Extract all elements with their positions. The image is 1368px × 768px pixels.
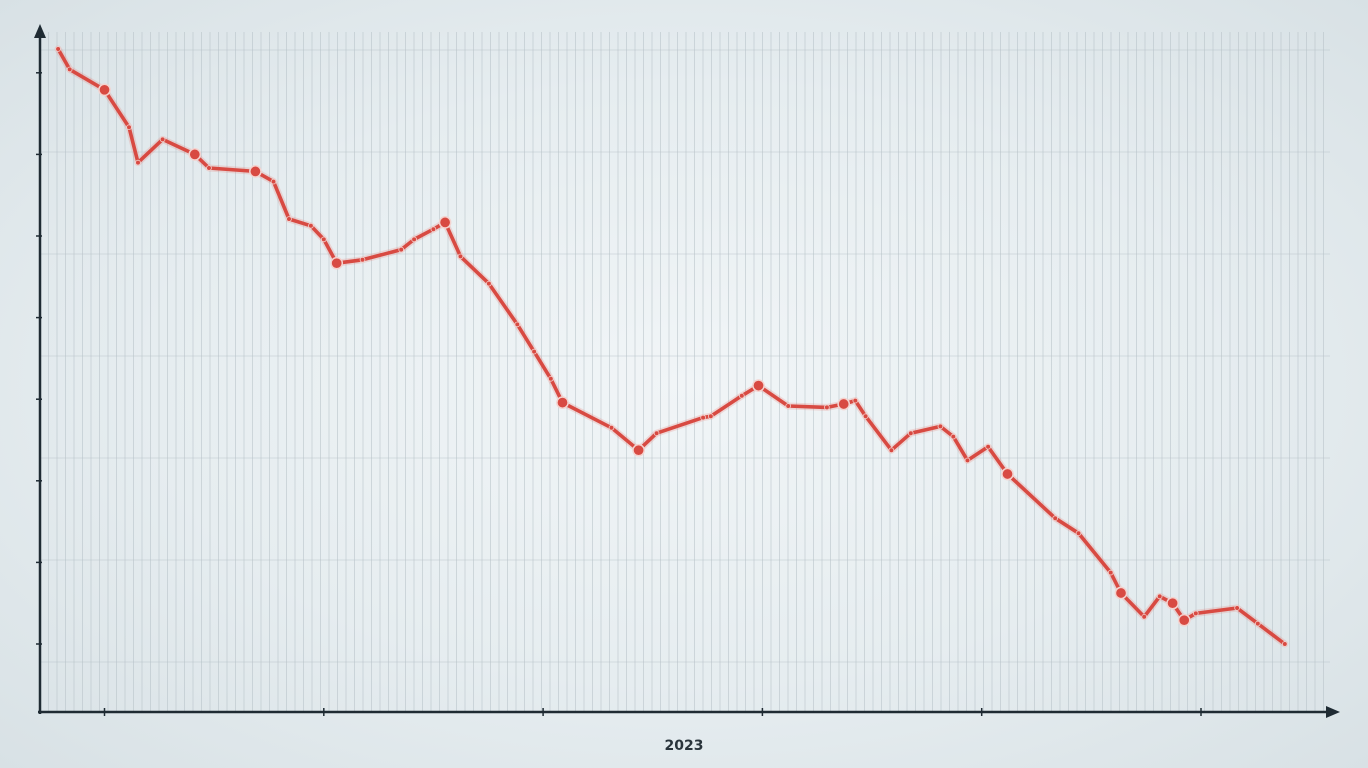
data-point [438, 216, 452, 229]
data-point [98, 83, 111, 97]
data-point [852, 397, 859, 404]
data-point [398, 246, 405, 253]
data-point [249, 165, 262, 178]
data-point [1141, 613, 1147, 620]
data-point [964, 457, 971, 464]
series-layer [54, 45, 1289, 648]
data-point [126, 124, 132, 130]
data-point [752, 379, 765, 392]
data-point [653, 430, 660, 437]
data-point [937, 423, 944, 430]
data-point [55, 46, 61, 52]
series-line [56, 47, 1287, 646]
data-point [556, 396, 569, 409]
data-point [950, 433, 957, 440]
data-point [1234, 605, 1240, 611]
data-point [359, 256, 366, 263]
data-point [206, 165, 212, 171]
axis-ticks [36, 72, 1202, 716]
y-axis-arrow-icon [34, 24, 46, 38]
data-point [888, 447, 895, 454]
data-point [188, 148, 202, 161]
data-point [1282, 641, 1288, 647]
data-point [320, 236, 327, 243]
grid-lines [39, 32, 1330, 712]
data-point [531, 348, 537, 355]
data-point [824, 404, 830, 411]
data-point [547, 375, 554, 382]
data-point [707, 413, 714, 420]
data-point [738, 392, 745, 399]
data-point [1001, 467, 1014, 481]
data-point [1177, 613, 1191, 627]
data-point [286, 216, 292, 222]
data-point [330, 256, 344, 270]
data-point [632, 443, 645, 457]
data-point [457, 253, 464, 260]
data-point [1255, 620, 1261, 627]
data-point [1075, 530, 1082, 536]
data-point [308, 223, 314, 229]
data-point [514, 321, 521, 328]
data-point [785, 403, 791, 409]
series-line-glow [54, 45, 1289, 648]
data-point [608, 424, 615, 431]
data-point [862, 413, 869, 420]
axes [34, 24, 1340, 718]
data-point [1193, 610, 1199, 617]
data-point [66, 66, 73, 73]
data-point [700, 414, 706, 421]
data-point [1107, 569, 1114, 576]
data-point [135, 159, 141, 166]
data-point [159, 136, 166, 143]
data-point [1156, 593, 1163, 600]
x-axis-label: 2023 [665, 738, 704, 754]
x-axis-arrow-icon [1326, 706, 1340, 718]
data-point [1114, 586, 1128, 600]
data-point [486, 280, 492, 287]
data-point [270, 178, 277, 185]
data-point [837, 397, 851, 411]
data-point [411, 236, 417, 243]
data-point [907, 430, 914, 437]
data-point [985, 443, 991, 450]
data-point [1166, 596, 1179, 610]
data-point [1052, 515, 1058, 521]
data-point [430, 226, 437, 233]
